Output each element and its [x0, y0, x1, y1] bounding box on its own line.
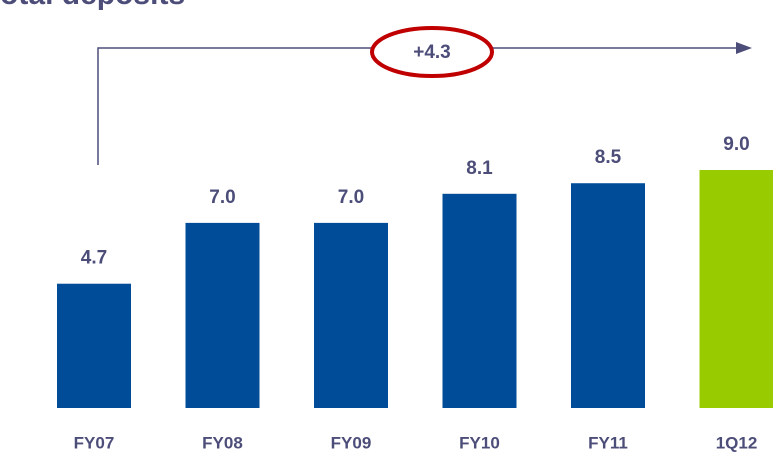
arrow-head	[736, 42, 752, 54]
x-tick-label: 1Q12	[716, 433, 758, 452]
growth-bracket	[97, 47, 738, 165]
bar	[314, 222, 388, 408]
annotation-ellipse	[370, 26, 494, 78]
value-label: 7.0	[209, 187, 235, 208]
bar	[185, 222, 260, 408]
x-tick-label: FY07	[74, 433, 115, 452]
value-label: 7.0	[338, 187, 364, 208]
x-tick-label: FY08	[202, 433, 243, 452]
chart-title: Total deposits	[0, 0, 185, 11]
value-label: 8.1	[466, 158, 493, 179]
x-tick-label: FY11	[588, 433, 628, 452]
value-label: 4.7	[81, 248, 107, 269]
x-tick-label: FY09	[331, 433, 372, 452]
x-tick-label: FY10	[459, 433, 500, 452]
value-label: 8.5	[595, 147, 622, 168]
bar	[699, 170, 773, 408]
bar	[442, 193, 517, 408]
annotation: +4.3	[413, 42, 451, 63]
bar	[57, 283, 131, 408]
value-label: 9.0	[723, 134, 749, 155]
bar	[571, 183, 645, 408]
